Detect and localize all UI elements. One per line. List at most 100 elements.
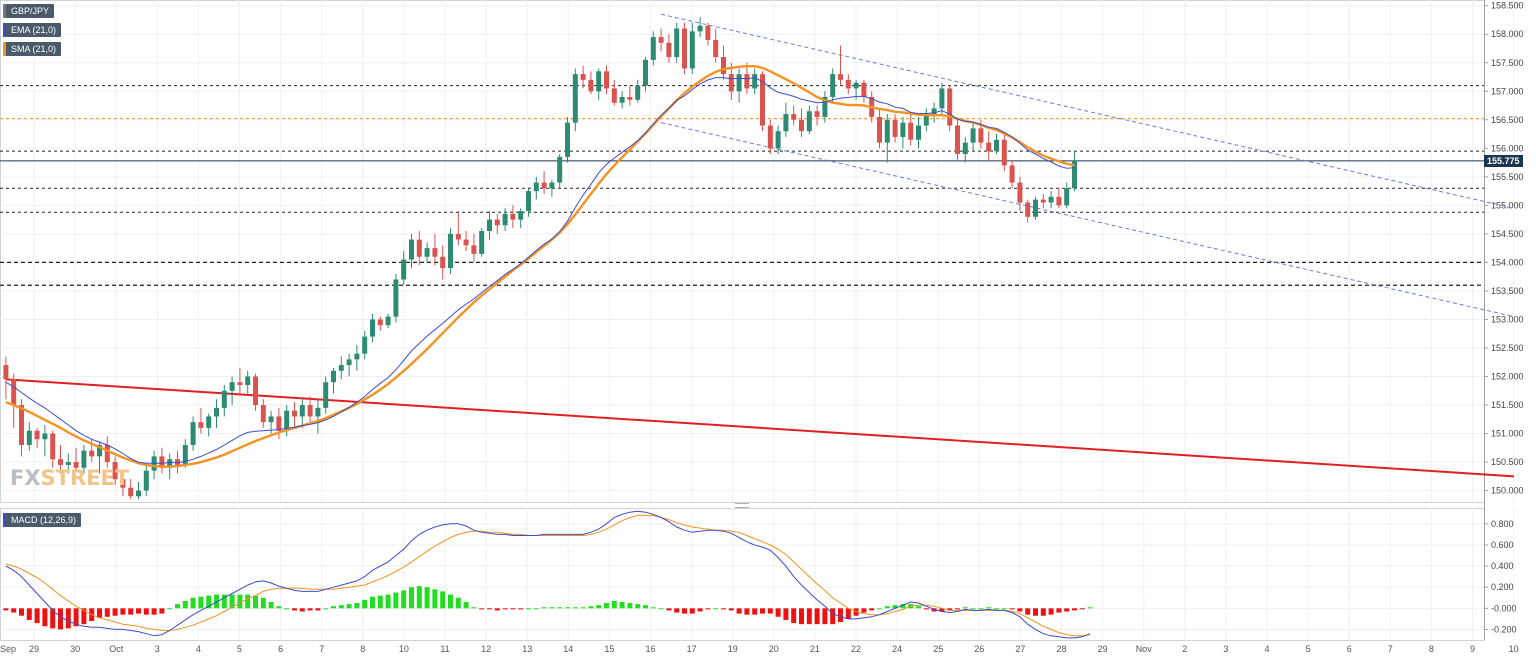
price-tick-label: 150.000: [1491, 486, 1524, 496]
candle-body: [822, 96, 828, 117]
candle-body: [565, 122, 570, 157]
candle-body: [1025, 202, 1031, 217]
macd-histogram-bar: [705, 608, 711, 610]
macd-histogram-bar: [783, 608, 789, 620]
candle-body: [1033, 199, 1038, 217]
macd-histogram-bar: [760, 608, 765, 614]
macd-histogram-bar: [713, 608, 719, 610]
macd-histogram-bar: [877, 608, 882, 610]
macd-histogram-bar: [198, 596, 204, 609]
candle-body: [502, 213, 508, 226]
macd-tick-label: 0.600: [1491, 540, 1514, 550]
candle-body: [1056, 196, 1062, 206]
ema-legend-tag[interactable]: EMA (21,0): [3, 23, 62, 37]
candle-body: [650, 37, 656, 60]
macd-histogram-bar: [962, 607, 968, 609]
candle-body: [806, 111, 812, 132]
x-tick-label: 10: [1509, 644, 1519, 654]
x-tick-label: 15: [604, 644, 614, 654]
macd-histogram-bar: [50, 608, 56, 629]
price-tick-label: 157.500: [1491, 58, 1524, 68]
candle-body: [276, 416, 282, 431]
candle-body: [830, 74, 836, 97]
price-tick-label: 158.500: [1491, 1, 1524, 11]
candle-body: [611, 88, 617, 103]
candle-body: [440, 256, 446, 269]
candle-body: [1009, 165, 1015, 183]
macd-histogram-bar: [526, 608, 531, 610]
candle-body: [596, 71, 602, 92]
candle-body: [791, 114, 797, 120]
macd-histogram-bar: [432, 589, 438, 609]
candle-body: [877, 116, 882, 143]
candle-body: [50, 433, 56, 460]
candle-body: [845, 79, 851, 89]
channel-line: [660, 13, 1515, 209]
macd-histogram-bar: [596, 605, 602, 609]
candle-body: [299, 405, 305, 417]
macd-histogram-bar: [721, 608, 726, 610]
candle-body: [463, 239, 469, 246]
candle-body: [424, 248, 430, 257]
candle-body: [307, 405, 313, 417]
macd-histogram-bar: [697, 608, 703, 612]
candle-body: [331, 370, 336, 383]
candle-body: [338, 365, 344, 371]
candle-body: [853, 82, 859, 89]
macd-histogram-bar: [19, 608, 24, 616]
candle-body: [861, 82, 867, 97]
x-tick-label: 29: [1098, 644, 1108, 654]
macd-histogram-bar: [1064, 608, 1070, 612]
macd-legend-tag[interactable]: MACD (12,26,9): [3, 513, 82, 527]
candle-body: [939, 88, 945, 109]
macd-histogram-bar: [237, 594, 243, 609]
macd-tick-label: 0.200: [1491, 582, 1514, 592]
candle-body: [799, 119, 804, 132]
candle-body: [1040, 199, 1046, 203]
macd-histogram-bar: [1033, 608, 1038, 616]
macd-histogram-bar: [1025, 608, 1031, 615]
candle-body: [510, 213, 516, 220]
price-tick-label: 152.500: [1491, 343, 1524, 353]
candle-body: [736, 74, 742, 92]
candle-body: [34, 430, 40, 440]
macd-histogram-bar: [455, 597, 461, 609]
macd-histogram-bar: [424, 587, 430, 609]
macd-histogram-bar: [97, 608, 102, 618]
macd-histogram-bar: [533, 608, 539, 610]
sma-legend-tag[interactable]: SMA (21,0): [3, 42, 62, 56]
candle-body: [908, 122, 914, 140]
x-tick-label: 2: [1182, 644, 1187, 654]
macd-histogram-bar: [736, 608, 742, 614]
macd-histogram-bar: [752, 608, 758, 615]
macd-tick-label: 0.800: [1491, 519, 1514, 529]
x-tick-label: 29: [29, 644, 39, 654]
candle-body: [689, 31, 695, 69]
x-tick-label: 11: [440, 644, 449, 654]
macd-histogram-bar: [206, 595, 212, 609]
fxstreet-watermark: FXSTREET: [10, 466, 130, 490]
candle-body: [752, 74, 758, 89]
candle-body: [455, 233, 461, 240]
macd-histogram-bar: [42, 608, 48, 627]
macd-histogram-bar: [346, 604, 352, 609]
macd-histogram-bar: [26, 608, 32, 620]
pane-splitter-handle[interactable]: [735, 503, 749, 508]
instrument-tag[interactable]: GBP/JPY: [3, 4, 55, 18]
candle-body: [627, 96, 633, 100]
macd-histogram-bar: [104, 608, 110, 617]
candle-body: [572, 74, 578, 123]
candle-body: [884, 119, 890, 143]
candle-body: [229, 382, 235, 391]
x-tick-label: 6: [1347, 644, 1352, 654]
macd-histogram-bar: [510, 608, 516, 610]
macd-histogram-bar: [65, 608, 71, 629]
x-tick-label: 24: [892, 644, 902, 654]
candle-body: [393, 279, 399, 317]
x-tick-label: Sep: [0, 644, 16, 654]
candle-body: [916, 125, 921, 140]
macd-histogram-bar: [315, 608, 321, 611]
price-tick-label: 150.500: [1491, 457, 1524, 467]
candle-body: [526, 191, 531, 212]
candle-body: [518, 211, 524, 220]
